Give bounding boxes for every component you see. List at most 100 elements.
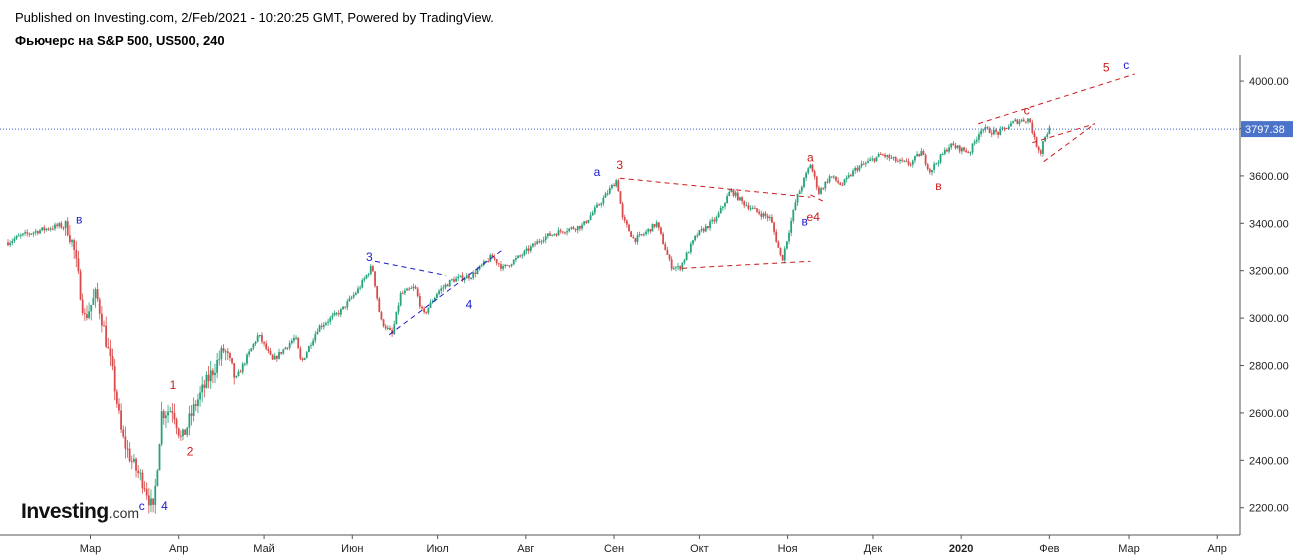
- y-tick-label: 3400.00: [1249, 218, 1289, 230]
- candle-body: [683, 260, 686, 263]
- candle-body: [916, 154, 918, 157]
- candle-body: [397, 305, 400, 312]
- candle-body: [325, 322, 327, 325]
- candle-body: [982, 129, 985, 131]
- candle-body: [1007, 126, 1010, 129]
- candle-body: [506, 264, 509, 266]
- candle-body: [585, 221, 588, 223]
- candle-body: [297, 337, 300, 349]
- candle-body: [179, 435, 182, 437]
- candle-body: [1016, 119, 1019, 124]
- candle-body: [1020, 119, 1023, 122]
- candle-body: [892, 156, 895, 158]
- candle-body: [459, 275, 462, 277]
- candle-body: [350, 297, 353, 299]
- trend-line: [682, 260, 811, 269]
- candle-body: [256, 335, 259, 342]
- candle-body: [359, 287, 362, 289]
- candle-body: [828, 176, 831, 183]
- candle-body: [453, 279, 455, 282]
- candle-body: [564, 232, 566, 234]
- candle-body: [141, 472, 144, 489]
- candle-body: [532, 243, 534, 247]
- candle-body: [235, 376, 238, 378]
- candle-body: [527, 248, 530, 251]
- candle-body: [438, 290, 440, 294]
- candle-body: [596, 204, 598, 208]
- candle-body: [926, 164, 929, 170]
- candle-body: [207, 374, 210, 382]
- candle-body: [273, 356, 276, 360]
- candle-body: [943, 149, 946, 154]
- candle-body: [201, 384, 204, 393]
- candle-body: [807, 168, 810, 173]
- candle-body: [305, 352, 308, 358]
- candle-body: [815, 176, 818, 188]
- candle-body: [655, 222, 658, 227]
- candle-body: [756, 208, 758, 212]
- candle-body: [779, 247, 782, 255]
- candle-body: [800, 186, 803, 192]
- candle-body: [241, 363, 244, 373]
- candle-body: [1003, 127, 1006, 129]
- candle-body: [886, 155, 889, 157]
- candle-body: [32, 232, 35, 234]
- candle-body: [410, 287, 413, 289]
- candle-body: [867, 161, 869, 163]
- candle-body: [613, 184, 615, 187]
- y-axis[interactable]: 2200.00 2400.00 2600.00 2800.00 3000.00 3200.…: [1240, 76, 1289, 515]
- candle-body: [45, 228, 48, 231]
- candle-body: [450, 279, 453, 281]
- candle-body: [632, 236, 635, 239]
- candle-body: [342, 306, 344, 310]
- candle-body: [747, 205, 750, 209]
- candle-body: [681, 262, 684, 270]
- x-tick-label: Окт: [690, 543, 709, 555]
- candle-body: [310, 345, 312, 347]
- candle-body: [675, 267, 677, 269]
- candle-body: [600, 203, 603, 205]
- y-tick-label: 2400.00: [1249, 455, 1289, 467]
- candle-body: [587, 219, 590, 223]
- trend-line: [619, 177, 811, 198]
- candle-body: [519, 255, 522, 257]
- candle-body: [875, 156, 878, 162]
- candle-body: [739, 197, 741, 201]
- candle-body: [540, 241, 543, 243]
- candle-body: [115, 391, 118, 404]
- candle-body: [56, 224, 58, 227]
- candle-body: [160, 411, 163, 445]
- candle-body: [192, 404, 195, 416]
- x-tick-label: Дек: [864, 543, 883, 555]
- x-tick-label: Апр: [169, 543, 188, 555]
- candle-body: [301, 358, 304, 360]
- candle-body: [768, 217, 771, 219]
- candle-body: [593, 207, 596, 213]
- candle-body: [668, 254, 671, 260]
- candle-body: [903, 160, 906, 162]
- candle-body: [986, 127, 989, 129]
- candle-body: [265, 343, 268, 350]
- candle-body: [660, 227, 662, 234]
- candle-body: [803, 177, 805, 187]
- candle-body: [401, 293, 404, 295]
- candle-body: [24, 232, 26, 234]
- candle-body: [239, 371, 242, 373]
- x-axis[interactable]: Мар Апр Май Июн Июл Авг Сен Окт Ноя Дек 2020 Фев Мар…: [80, 535, 1227, 555]
- candle-body: [741, 197, 743, 202]
- candle-body: [775, 231, 778, 242]
- candle-body: [54, 224, 56, 229]
- candle-body: [732, 189, 735, 196]
- x-tick-label: Фев: [1039, 543, 1059, 555]
- candle-body: [423, 308, 426, 313]
- y-tick-label: 3000.00: [1249, 313, 1289, 325]
- candle-body: [719, 207, 722, 214]
- candle-body: [79, 271, 82, 300]
- candle-body: [689, 243, 692, 253]
- candle-body: [504, 264, 507, 267]
- candle-body: [64, 221, 67, 228]
- candle-body: [538, 241, 541, 243]
- candle-body: [26, 232, 29, 234]
- candle-body: [954, 145, 957, 149]
